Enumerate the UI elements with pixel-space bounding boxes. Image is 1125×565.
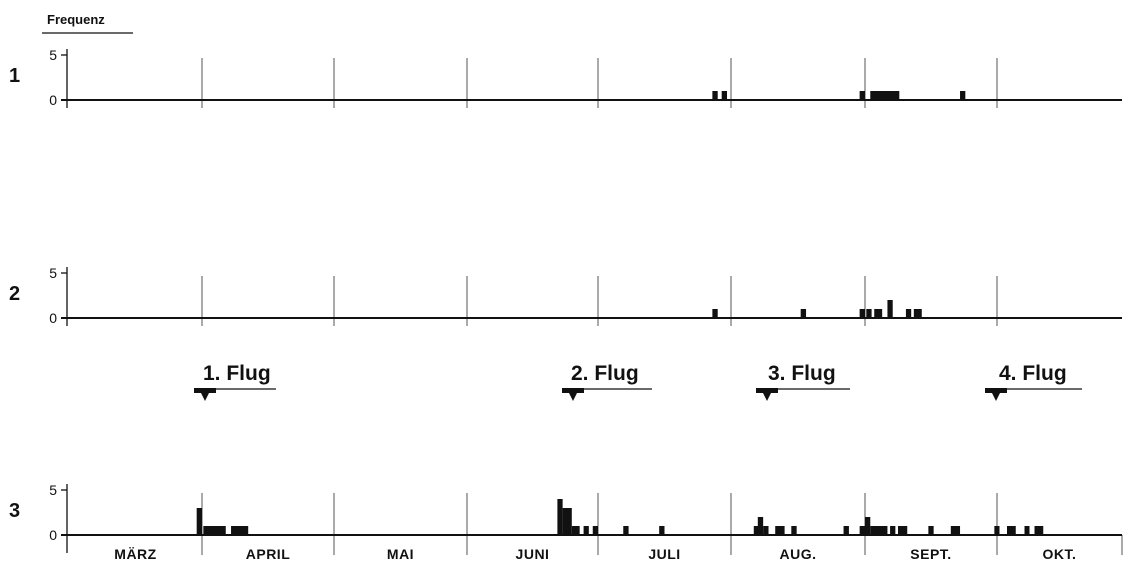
month-label: SEPT. (910, 546, 951, 562)
data-bar (874, 309, 883, 318)
data-bar (791, 526, 797, 535)
flight-marker: 3. Flug (756, 362, 850, 401)
data-bar (870, 526, 888, 535)
data-bar (583, 526, 589, 535)
flight-arrow-icon (756, 388, 778, 401)
data-bar (887, 300, 893, 318)
y-tick-label: 0 (49, 527, 57, 543)
y-axis-title: Frequenz (47, 12, 105, 27)
data-bar (571, 526, 580, 535)
data-bar (196, 508, 202, 535)
data-bar (898, 526, 908, 535)
data-bar (890, 526, 896, 535)
flight-marker: 4. Flug (985, 362, 1082, 401)
flight-arrow-icon (194, 388, 216, 401)
data-bar (859, 309, 865, 318)
data-bar (1024, 526, 1030, 535)
data-bar (1007, 526, 1016, 535)
data-bar (757, 517, 764, 535)
data-bar (763, 526, 769, 535)
month-label: MAI (387, 546, 414, 562)
data-bar (905, 309, 912, 318)
data-bar (753, 526, 760, 535)
data-bar (870, 91, 900, 100)
flight-label: 1. Flug (203, 362, 271, 385)
data-bar (859, 91, 865, 100)
flight-label: 3. Flug (768, 362, 836, 385)
data-bar (231, 526, 249, 535)
panel-label: 1 (9, 65, 20, 87)
y-tick-label: 5 (49, 482, 57, 498)
data-bar (659, 526, 665, 535)
flight-arrow-icon (562, 388, 584, 401)
flight-marker: 2. Flug (562, 362, 652, 401)
month-label: OKT. (1043, 546, 1077, 562)
data-bar (960, 91, 966, 100)
data-bar (712, 309, 718, 318)
month-label: JULI (648, 546, 680, 562)
y-tick-label: 5 (49, 265, 57, 281)
panel-3: 3 5 0 (9, 482, 1123, 555)
panel-1: 1 5 0 (9, 47, 1122, 108)
data-bar (557, 499, 563, 535)
data-bar (712, 91, 718, 100)
data-bar (913, 309, 922, 318)
data-bar (721, 91, 728, 100)
y-tick-label: 5 (49, 47, 57, 63)
flight-label: 2. Flug (571, 362, 639, 385)
data-bar (1034, 526, 1044, 535)
month-label: AUG. (780, 546, 817, 562)
data-bar (866, 309, 872, 318)
flight-label: 4. Flug (999, 362, 1067, 385)
panel-2: 2 5 0 (9, 265, 1122, 326)
panel-label: 3 (9, 500, 20, 522)
y-tick-label: 0 (49, 92, 57, 108)
data-bar (859, 526, 865, 535)
data-bar (994, 526, 1000, 535)
month-label: APRIL (246, 546, 291, 562)
flight-arrow-icon (985, 388, 1007, 401)
data-bar (865, 517, 871, 535)
data-bar (203, 526, 226, 535)
flight-marker: 1. Flug (194, 362, 276, 401)
month-label: JUNI (516, 546, 550, 562)
data-bar (562, 508, 572, 535)
data-bar (775, 526, 785, 535)
data-bar (843, 526, 849, 535)
data-bar (800, 309, 807, 318)
data-bar (592, 526, 598, 535)
month-label: MÄRZ (114, 546, 156, 562)
y-tick-label: 0 (49, 310, 57, 326)
data-bar (928, 526, 934, 535)
panel-label: 2 (9, 283, 20, 305)
data-bar (623, 526, 629, 535)
data-bar (950, 526, 961, 535)
